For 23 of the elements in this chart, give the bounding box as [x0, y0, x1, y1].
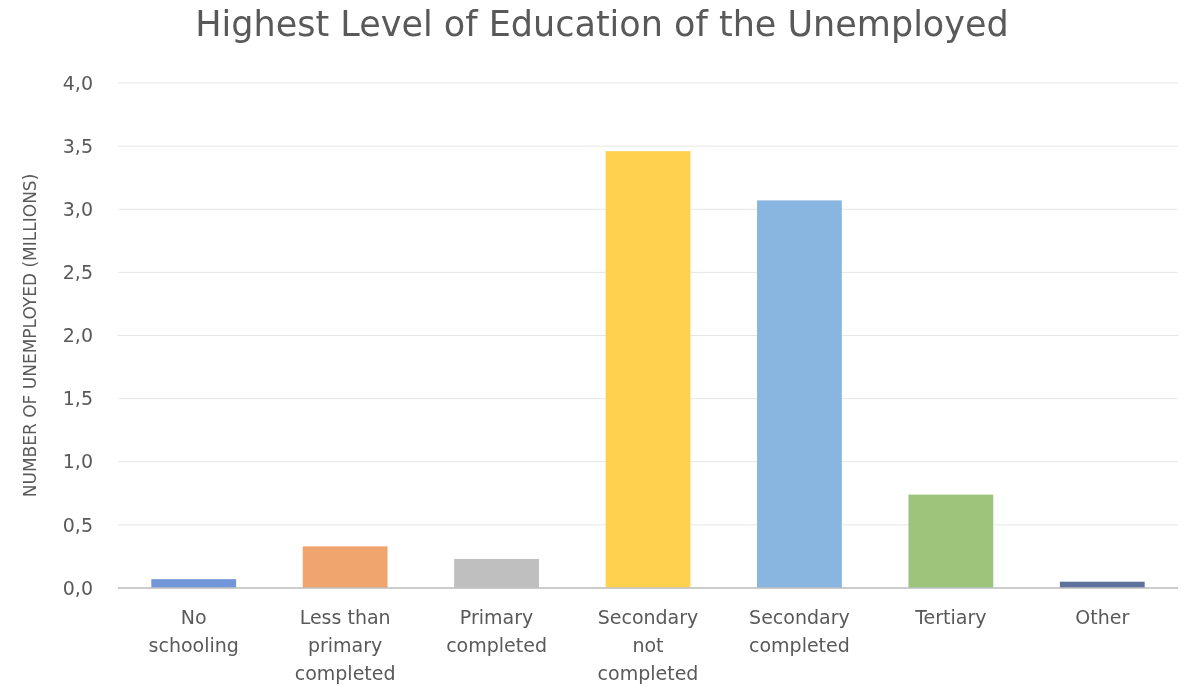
x-tick-label: Less than primary completed [294, 606, 396, 684]
y-tick-label: 0,0 [62, 576, 93, 599]
x-tick-label: Primary completed [446, 606, 547, 656]
bar [757, 200, 842, 588]
y-tick-label: 1,5 [62, 387, 93, 410]
y-tick-label: 2,0 [62, 324, 93, 347]
y-tick-label: 4,0 [62, 71, 93, 94]
x-tick-label: Other [1075, 606, 1130, 628]
bar [302, 546, 388, 588]
chart-title: Highest Level of Education of the Unemployed [195, 4, 1009, 44]
y-tick-label: 1,0 [62, 450, 93, 473]
y-tick-label: 3,0 [62, 197, 93, 220]
x-tick-label: Secondary completed [749, 606, 850, 656]
bar [908, 494, 994, 588]
y-tick-label: 0,5 [62, 513, 93, 536]
x-tick-label: No schooling [148, 606, 239, 656]
y-tick-label: 2,5 [62, 261, 93, 284]
bar [151, 579, 237, 588]
y-tick-label: 3,5 [62, 134, 93, 157]
y-axis-title: NUMBER OF UNEMPLOYED (MILLIONS) [20, 173, 40, 498]
x-tick-label: Secondary not completed [597, 606, 699, 684]
x-tick-label: Tertiary [914, 606, 987, 628]
bar [605, 151, 691, 588]
